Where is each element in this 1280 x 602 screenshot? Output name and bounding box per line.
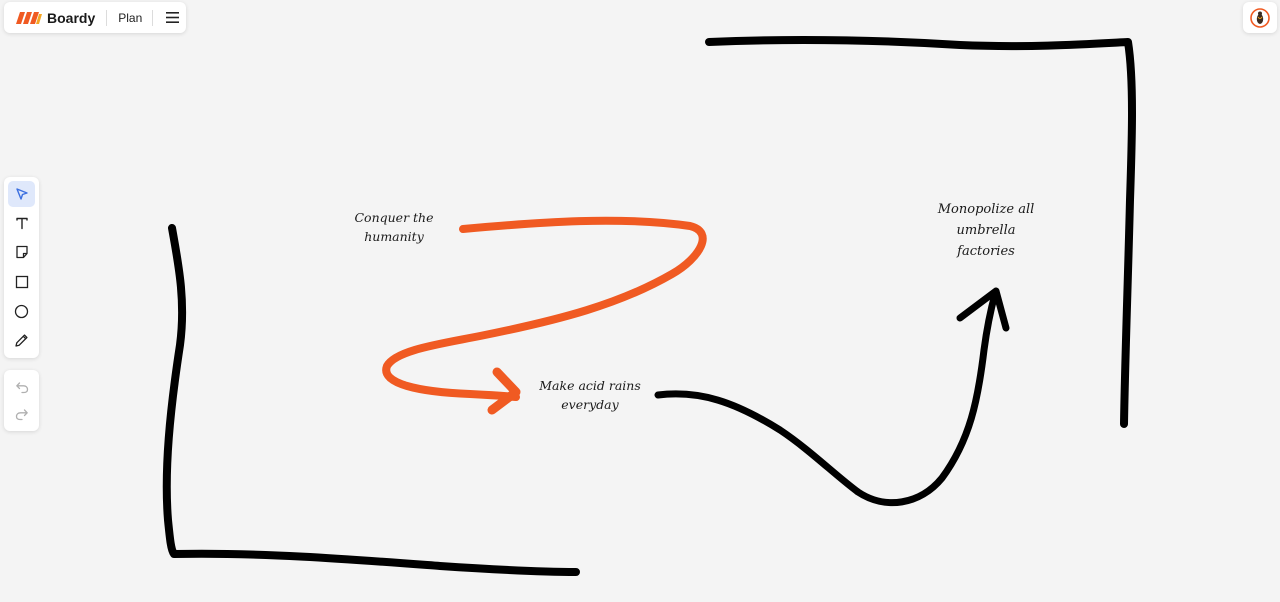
note-umbrella[interactable]: Monopolize all umbrella factories (937, 202, 1035, 259)
tool-ellipse[interactable] (8, 298, 35, 324)
bracket-stroke-left[interactable] (162, 224, 580, 576)
sticky-note-icon (15, 245, 28, 259)
tool-rectangle[interactable] (8, 269, 35, 295)
black-arrowhead[interactable] (956, 287, 1010, 332)
tool-sticky-note[interactable] (8, 239, 35, 265)
tool-panel (4, 177, 39, 358)
history-panel (4, 370, 39, 431)
square-icon (15, 275, 28, 289)
tool-pen[interactable] (8, 327, 35, 353)
bracket-stroke-right[interactable] (705, 35, 1136, 428)
black-arrow-stroke[interactable] (654, 290, 999, 507)
header-divider (106, 9, 108, 26)
pencil-icon (15, 333, 28, 347)
brand-name: Boardy (47, 9, 96, 26)
menu-button[interactable] (165, 11, 179, 25)
plan-button[interactable]: Plan (118, 10, 143, 25)
hamburger-menu-icon (165, 12, 179, 23)
redo-icon (15, 409, 28, 421)
user-avatar-icon (1250, 7, 1270, 28)
app-header: Boardy Plan (4, 2, 186, 33)
undo-icon (15, 382, 28, 394)
circle-icon (14, 304, 29, 318)
logo[interactable]: Boardy (16, 10, 95, 26)
user-avatar-button[interactable] (1243, 2, 1277, 33)
note-acid-rains[interactable]: Make acid rains everyday (539, 378, 641, 412)
tool-select[interactable] (8, 181, 35, 207)
note-conquer[interactable]: Conquer the humanity (354, 210, 434, 244)
header-divider (152, 9, 154, 26)
orange-arrow-stroke[interactable] (382, 216, 707, 401)
redo-button[interactable] (8, 401, 35, 427)
boardy-logo-icon (16, 11, 42, 24)
text-icon (15, 217, 28, 230)
orange-arrowhead[interactable] (487, 367, 521, 415)
undo-button[interactable] (8, 374, 35, 400)
cursor-arrow-icon (15, 188, 28, 200)
tool-text[interactable] (8, 210, 35, 236)
